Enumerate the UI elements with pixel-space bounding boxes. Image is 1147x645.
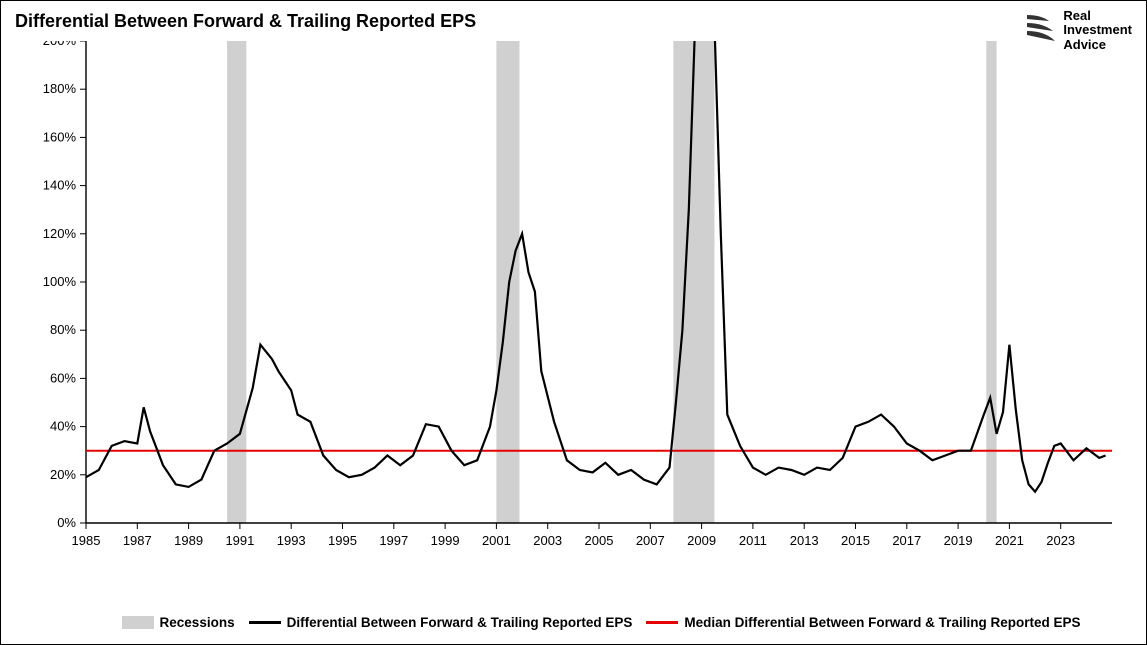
x-tick-label: 1989 — [174, 533, 203, 548]
y-tick-label: 180% — [43, 81, 77, 96]
chart-title: Differential Between Forward & Trailing … — [15, 11, 476, 32]
legend-label-differential: Differential Between Forward & Trailing … — [287, 615, 633, 630]
x-tick-label: 2009 — [687, 533, 716, 548]
plot-area: 0%20%40%60%80%100%120%140%160%180%200%19… — [86, 41, 1116, 571]
x-tick-label: 2023 — [1046, 533, 1075, 548]
x-tick-label: 2015 — [841, 533, 870, 548]
legend-label-median: Median Differential Between Forward & Tr… — [684, 615, 1080, 630]
y-tick-label: 80% — [50, 322, 76, 337]
y-tick-label: 20% — [50, 467, 76, 482]
x-tick-label: 2017 — [892, 533, 921, 548]
x-tick-label: 2019 — [944, 533, 973, 548]
x-tick-label: 1985 — [72, 533, 101, 548]
chart-svg: 0% 20% 40% 60% 80% 100% 120% 140% 160% 180% 200% 19… — [31, 41, 1116, 571]
y-tick-label: 120% — [43, 226, 77, 241]
x-tick-label: 2007 — [636, 533, 665, 548]
chart-container: Differential Between Forward & Trailing … — [0, 0, 1147, 645]
legend-label-recessions: Recessions — [160, 615, 235, 630]
y-tick-label: 100% — [43, 274, 77, 289]
y-tick-label: 0% — [57, 515, 76, 530]
legend-swatch-median — [646, 621, 678, 624]
y-tick-label: 200% — [43, 41, 77, 48]
y-tick-label: 140% — [43, 178, 77, 193]
y-tick-label: 60% — [50, 370, 76, 385]
logo-line-1: Real — [1063, 9, 1132, 23]
logo-line-2: Investment — [1063, 23, 1132, 37]
x-tick-label: 1987 — [123, 533, 152, 548]
x-tick-label: 1999 — [431, 533, 460, 548]
x-tick-label: 1991 — [225, 533, 254, 548]
legend-item-differential: Differential Between Forward & Trailing … — [249, 615, 633, 630]
legend-item-recessions: Recessions — [122, 615, 235, 630]
legend-swatch-recessions — [122, 616, 154, 629]
x-tick-label: 2011 — [739, 533, 767, 548]
x-tick-label: 1995 — [328, 533, 357, 548]
x-tick-label: 1997 — [379, 533, 408, 548]
x-tick-label: 2013 — [790, 533, 819, 548]
x-tick-label: 2003 — [533, 533, 562, 548]
x-tick-label: 1993 — [277, 533, 306, 548]
y-tick-label: 160% — [43, 129, 77, 144]
legend: Recessions Differential Between Forward … — [86, 615, 1116, 630]
legend-item-median: Median Differential Between Forward & Tr… — [646, 615, 1080, 630]
x-tick-label: 2021 — [995, 533, 1024, 548]
x-tick-label: 2001 — [482, 533, 511, 548]
x-tick-label: 2005 — [585, 533, 614, 548]
legend-swatch-differential — [249, 621, 281, 624]
y-tick-label: 40% — [50, 419, 76, 434]
